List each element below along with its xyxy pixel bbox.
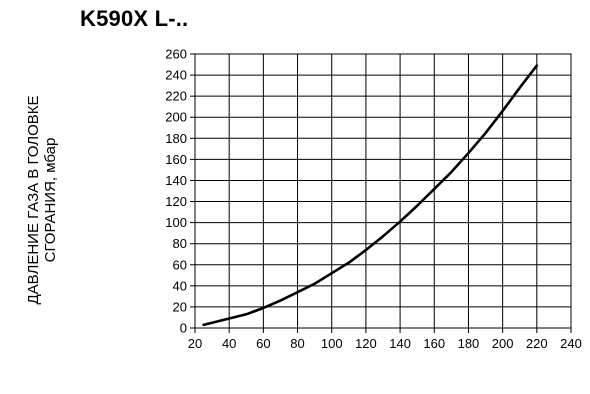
x-tick-label: 100 xyxy=(321,336,343,351)
y-tick-label: 220 xyxy=(165,89,187,104)
x-tick-label: 140 xyxy=(389,336,411,351)
series-layer xyxy=(202,64,539,327)
axis-layer xyxy=(190,53,572,333)
y-tick-label: 60 xyxy=(173,257,187,272)
x-tick-label: 20 xyxy=(188,336,202,351)
x-tick-label: 80 xyxy=(290,336,304,351)
y-tick-label: 160 xyxy=(165,152,187,167)
y-tick-label: 260 xyxy=(165,47,187,62)
series-line-1 xyxy=(202,64,539,327)
y-tick-label: 0 xyxy=(180,321,187,336)
x-tick-label: 60 xyxy=(256,336,270,351)
x-tick-label: 220 xyxy=(526,336,548,351)
y-tick-label: 40 xyxy=(173,278,187,293)
y-tick-label: 140 xyxy=(165,173,187,188)
y-tick-label: 20 xyxy=(173,299,187,314)
x-tick-label: 240 xyxy=(560,336,582,351)
x-tick-label: 40 xyxy=(222,336,236,351)
y-tick-label: 120 xyxy=(165,194,187,209)
x-tick-label: 160 xyxy=(423,336,445,351)
y-tick-label: 240 xyxy=(165,68,187,83)
chart-title: K590X L-.. xyxy=(80,6,189,31)
x-tick-label: 180 xyxy=(458,336,480,351)
y-tick-label: 80 xyxy=(173,236,187,251)
x-tick-label: 120 xyxy=(355,336,377,351)
y-tick-label: 200 xyxy=(165,110,187,125)
y-tick-label: 100 xyxy=(165,215,187,230)
x-tick-label: 200 xyxy=(492,336,514,351)
plot-frame xyxy=(194,53,572,329)
y-tick-label: 180 xyxy=(165,131,187,146)
tick-label-layer: 20 40 60 80 100 120 140 160 180 200 220 24002040608… xyxy=(165,47,582,352)
